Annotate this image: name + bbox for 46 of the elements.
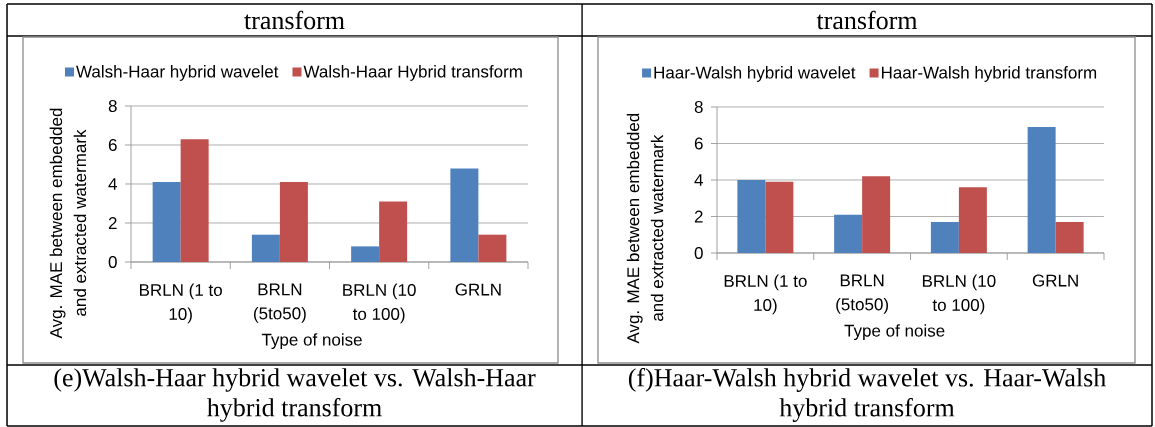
bar (958, 187, 987, 253)
y-tick-label: 4 (694, 174, 703, 186)
x-tick-label: GRLN (455, 283, 501, 296)
text: transform (816, 10, 918, 30)
bar (180, 139, 209, 262)
x-axis-title: Type of noise (261, 333, 362, 350)
bar (765, 181, 794, 253)
text: transform (244, 10, 345, 30)
text: (f)Haar-Walsh hybrid wavelet vs. Haar-Walsh hybrid transform (628, 368, 1106, 422)
x-tick-label: BRLN (10 to 100) (343, 283, 416, 324)
bar (351, 246, 380, 262)
bar (1027, 127, 1056, 253)
bar (478, 234, 507, 262)
bar (862, 176, 891, 253)
bar (251, 234, 280, 262)
y-tick-label: 0 (108, 255, 117, 269)
y-tick-label: 8 (108, 99, 117, 113)
x-tick-label: BRLN (1 to 10) (724, 274, 807, 315)
bar (1055, 221, 1084, 253)
legend-label: Haar-Walsh hybrid transform (881, 66, 1097, 82)
bar (930, 221, 959, 253)
bar (834, 214, 863, 253)
x-tick-label: BRLN (5to50) (836, 274, 888, 314)
legend-label: Walsh-Haar Hybrid transform (303, 65, 522, 81)
y-tick-label: 2 (108, 217, 117, 229)
y-axis-title: Avg. MAE between embedded and extracted watermark (49, 108, 87, 339)
legend-label: Walsh-Haar hybrid wavelet (76, 65, 279, 81)
y-axis-title: Avg. MAE between embedded and extracted watermark (626, 113, 664, 344)
x-axis-title: Type of noise (844, 324, 945, 341)
bar (379, 201, 408, 262)
x-tick-label: GRLN (1032, 274, 1078, 287)
x-tick-label: BRLN (5to50) (254, 283, 306, 323)
bar (279, 182, 308, 262)
y-tick-label: 4 (108, 178, 117, 190)
legend-label: Haar-Walsh hybrid wavelet (654, 66, 856, 82)
bar (737, 179, 766, 253)
x-tick-label: BRLN (10 to 100) (922, 274, 996, 315)
bar (450, 168, 479, 262)
y-tick-label: 6 (108, 138, 117, 152)
bar (152, 182, 181, 262)
y-tick-label: 8 (694, 100, 703, 114)
y-tick-label: 0 (694, 246, 703, 260)
y-tick-label: 2 (694, 210, 703, 223)
x-tick-label: BRLN (1 to 10) (139, 283, 222, 324)
text: (e)Walsh-Haar hybrid wavelet vs. Walsh-Haar hybrid transform (54, 368, 536, 422)
y-tick-label: 6 (694, 137, 703, 150)
